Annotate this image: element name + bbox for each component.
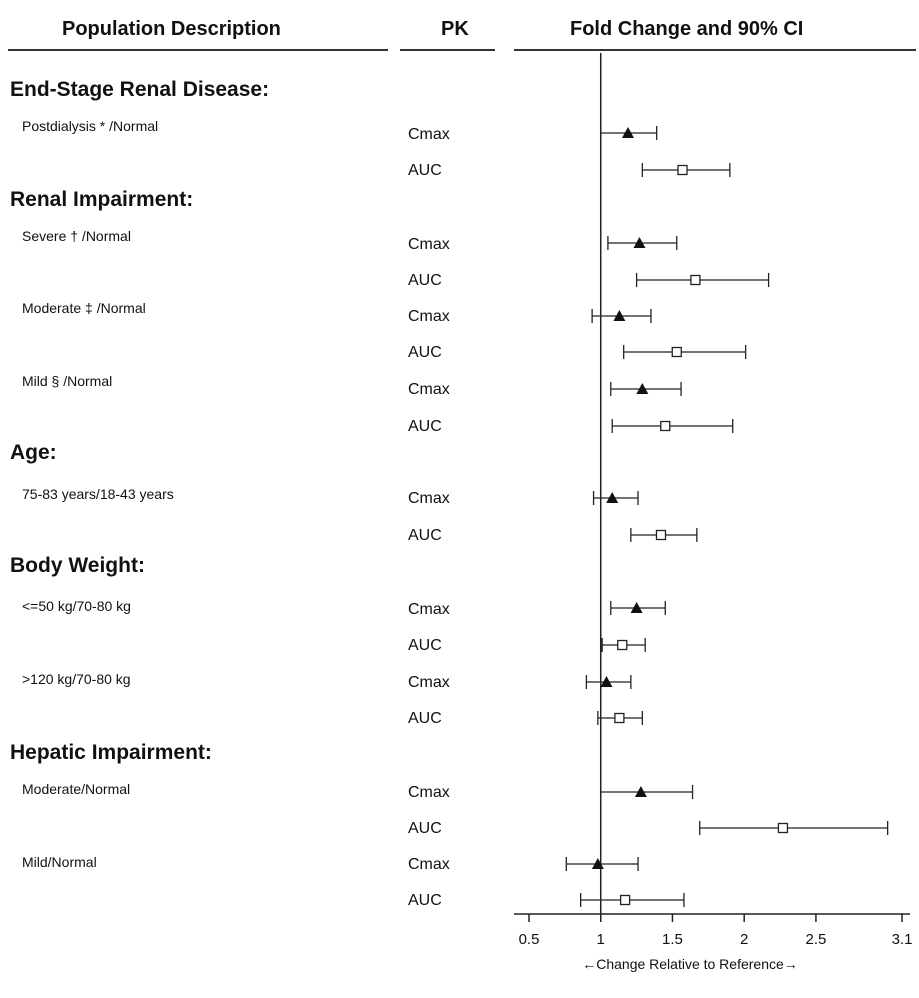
population-label: Moderate/Normal xyxy=(22,781,131,797)
pk-label: AUC xyxy=(408,892,442,909)
pk-label: AUC xyxy=(408,637,442,654)
x-tick-label: 2.5 xyxy=(805,931,826,948)
pk-label: Cmax xyxy=(408,381,450,398)
cmax-point-triangle xyxy=(606,492,619,503)
pk-label: AUC xyxy=(408,527,442,544)
population-label: Postdialysis * /Normal xyxy=(22,118,159,134)
pk-label: AUC xyxy=(408,344,442,361)
cmax-point-triangle xyxy=(636,383,649,394)
cmax-point-triangle xyxy=(634,786,647,797)
population-label: 75-83 years/18-43 years xyxy=(22,486,174,502)
population-label: Mild/Normal xyxy=(22,854,97,870)
pk-label: Cmax xyxy=(408,784,450,801)
pk-label: AUC xyxy=(408,820,442,837)
header-fold-change: Fold Change and 90% CI xyxy=(570,18,804,40)
section-title-renal-impairment: Renal Impairment: xyxy=(10,188,194,211)
pk-label: AUC xyxy=(408,418,442,435)
population-label: Mild § /Normal xyxy=(22,373,113,389)
auc-point-square xyxy=(655,529,667,541)
auc-point-square xyxy=(677,164,688,176)
x-tick-label: 2 xyxy=(740,931,748,948)
auc-point-square xyxy=(614,712,625,724)
header-rule-fold xyxy=(514,49,916,51)
header-population-description: Population Description xyxy=(62,18,281,40)
pk-label: AUC xyxy=(408,272,442,289)
header-rule-population xyxy=(8,49,388,51)
pk-label: AUC xyxy=(408,162,442,179)
cmax-point-triangle xyxy=(600,676,613,687)
auc-point-square xyxy=(619,894,631,906)
population-label: Severe † /Normal xyxy=(22,228,131,244)
section-title-end-stage-renal: End-Stage Renal Disease: xyxy=(10,78,270,101)
pk-label: Cmax xyxy=(408,490,450,507)
section-title-body-weight: Body Weight: xyxy=(10,554,145,577)
x-tick-label: 1 xyxy=(597,931,605,948)
cmax-point-triangle xyxy=(633,237,646,248)
section-title-age: Age: xyxy=(10,441,57,464)
x-tick-label: 1.5 xyxy=(662,931,683,948)
cmax-point-triangle xyxy=(630,602,643,613)
cmax-point-triangle xyxy=(621,127,634,138)
population-label: Moderate ‡ /Normal xyxy=(22,300,146,316)
auc-point-square xyxy=(777,822,789,834)
cmax-point-triangle xyxy=(613,310,626,321)
population-label: <=50 kg/70-80 kg xyxy=(22,598,131,614)
x-tick-label: 0.5 xyxy=(519,931,540,948)
pk-label: Cmax xyxy=(408,236,450,253)
header-rule-pk xyxy=(400,49,495,51)
cmax-point-triangle xyxy=(591,858,604,869)
x-tick-label: 3.1 xyxy=(892,931,913,948)
pk-label: Cmax xyxy=(408,126,450,143)
auc-point-square xyxy=(660,420,671,432)
section-title-hepatic-impairment: Hepatic Impairment: xyxy=(10,741,212,764)
header-pk: PK xyxy=(441,18,469,40)
pk-label: Cmax xyxy=(408,601,450,618)
auc-point-square xyxy=(671,346,682,358)
pk-label: AUC xyxy=(408,710,442,727)
pk-label: Cmax xyxy=(408,308,450,325)
auc-point-square xyxy=(617,639,628,651)
pk-label: Cmax xyxy=(408,674,450,691)
x-axis-label: ←Change Relative to Reference→ xyxy=(582,956,798,972)
population-label: >120 kg/70-80 kg xyxy=(22,671,131,687)
pk-label: Cmax xyxy=(408,856,450,873)
auc-point-square xyxy=(690,274,701,286)
